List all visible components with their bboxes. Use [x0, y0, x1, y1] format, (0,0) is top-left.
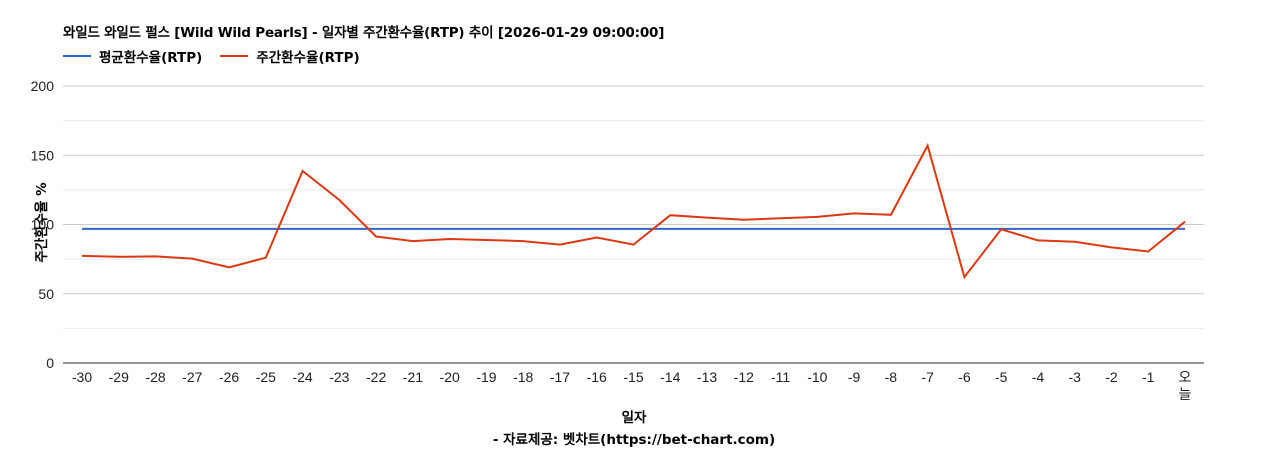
x-tick-label: -3 — [1068, 369, 1081, 385]
x-axis-title: 일자 — [621, 410, 647, 426]
x-tick-label: -7 — [921, 369, 934, 385]
x-tick-label: -29 — [109, 369, 129, 385]
legend-swatch-weekly — [220, 55, 249, 57]
x-tick-label: -24 — [292, 369, 312, 385]
x-tick-label: -17 — [550, 369, 570, 385]
legend-item-weekly-rtp[interactable]: 주간환수율(RTP) — [220, 46, 360, 66]
y-tick-label: 50 — [38, 286, 54, 302]
x-tick-label: -4 — [1032, 369, 1045, 385]
x-tick-label: -30 — [72, 369, 92, 385]
legend: 평균환수율(RTP) 주간환수율(RTP) — [63, 46, 378, 66]
x-tick-label: -5 — [995, 369, 1008, 385]
x-tick-label: 늘 — [1179, 386, 1192, 402]
x-tick-label: -28 — [145, 369, 165, 385]
x-tick-label: -13 — [697, 369, 717, 385]
x-tick-label: -9 — [848, 369, 861, 385]
legend-label-weekly: 주간환수율(RTP) — [256, 50, 360, 66]
chart-title: 와일드 와일드 펄스 [Wild Wild Pearls] - 일자별 주간환수… — [63, 25, 665, 41]
data-source: - 자료제공: 벳차트(https://bet-chart.com) — [492, 432, 776, 448]
x-tick-label: -12 — [734, 369, 754, 385]
y-axis-title: 주간환수율 % — [33, 182, 50, 263]
y-tick-label: 200 — [31, 78, 55, 94]
x-tick-label: -27 — [182, 369, 202, 385]
x-tick-label: -15 — [623, 369, 643, 385]
x-tick-label: -20 — [440, 369, 460, 385]
y-tick-label: 0 — [46, 355, 54, 371]
x-tick-label: -2 — [1105, 369, 1118, 385]
x-tick-label: -10 — [807, 369, 827, 385]
x-tick-label: -26 — [219, 369, 239, 385]
x-tick-label: -25 — [256, 369, 276, 385]
x-tick-label: -21 — [403, 369, 423, 385]
x-tick-label: -8 — [885, 369, 898, 385]
x-tick-label: -16 — [587, 369, 607, 385]
x-tick-label: -14 — [660, 369, 680, 385]
y-tick-label: 150 — [31, 147, 55, 163]
x-tick-label: -22 — [366, 369, 386, 385]
y-tick-label: 100 — [31, 217, 55, 233]
x-tick-label: -6 — [958, 369, 971, 385]
x-tick-label: -11 — [771, 369, 790, 385]
x-tick-label: -18 — [513, 369, 533, 385]
x-tick-label: -23 — [329, 369, 349, 385]
x-tick-label: -19 — [476, 369, 496, 385]
legend-item-average-rtp[interactable]: 평균환수율(RTP) — [63, 46, 202, 66]
x-tick-label: 오 — [1179, 369, 1192, 385]
x-tick-label: -1 — [1142, 369, 1155, 385]
series-line-weekly-rtp[interactable] — [81, 142, 1186, 280]
legend-swatch-average — [63, 55, 91, 57]
legend-label-average: 평균환수율(RTP) — [99, 50, 203, 66]
